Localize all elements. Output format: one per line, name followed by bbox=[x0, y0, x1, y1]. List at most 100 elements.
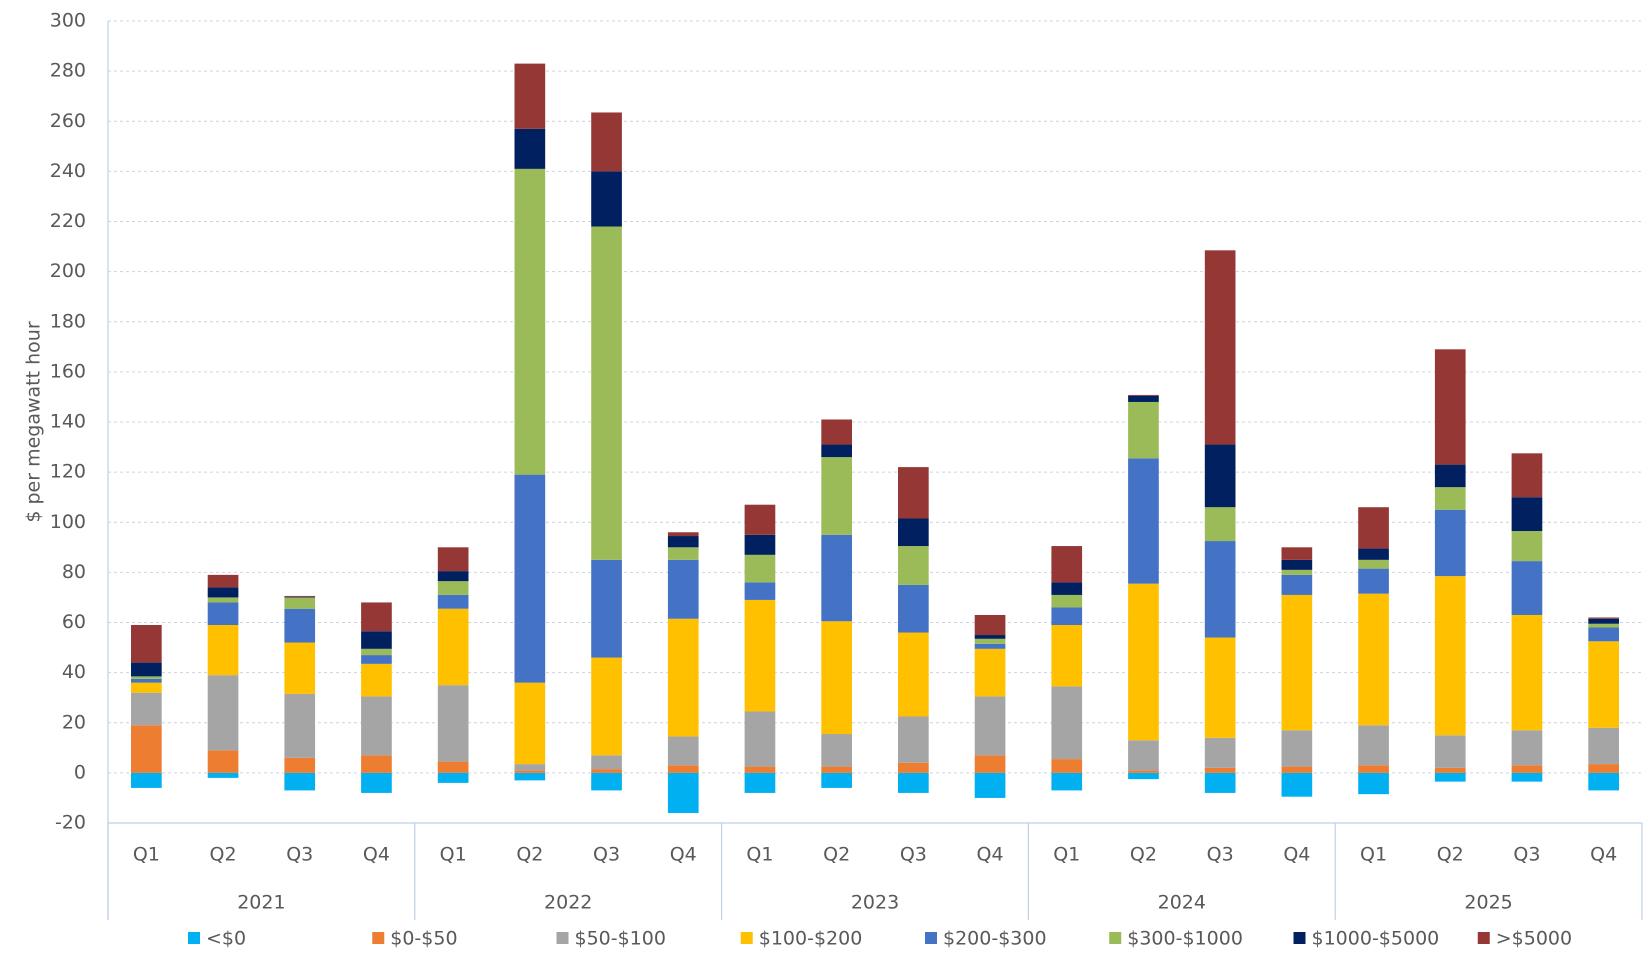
bar-segment bbox=[514, 474, 546, 683]
bar-segment bbox=[1128, 458, 1159, 584]
bar-segment bbox=[667, 532, 699, 537]
bar-segment bbox=[361, 772, 392, 793]
bar-segment bbox=[207, 602, 239, 626]
bar-segment bbox=[131, 692, 162, 726]
bar-segment bbox=[1281, 559, 1313, 570]
y-tick-label: 260 bbox=[50, 110, 86, 132]
y-tick-label: 100 bbox=[50, 511, 86, 533]
bar-segment bbox=[1051, 607, 1083, 626]
bar-segment bbox=[591, 755, 622, 770]
bar-segment bbox=[1204, 541, 1236, 638]
bar-segment bbox=[437, 685, 469, 762]
bar-segment bbox=[1358, 559, 1389, 569]
bar-segment bbox=[667, 736, 699, 766]
x-tick-label: Q2 bbox=[210, 844, 237, 866]
bar-segment bbox=[898, 518, 929, 547]
bar-segment bbox=[284, 608, 316, 643]
bar-segment bbox=[1204, 250, 1236, 445]
bar-segment bbox=[821, 766, 852, 773]
bar-segment bbox=[744, 766, 776, 773]
bar-segment bbox=[361, 602, 392, 632]
bar-segment bbox=[744, 534, 776, 555]
bar-segment bbox=[131, 678, 162, 683]
bar-segment bbox=[1511, 453, 1543, 498]
bar-segment bbox=[361, 648, 392, 656]
group-label: 2024 bbox=[1158, 892, 1206, 914]
legend-label: >$5000 bbox=[1496, 928, 1572, 950]
bar-segment bbox=[744, 599, 776, 712]
bar-segment bbox=[1588, 618, 1619, 624]
legend-label: $0-$50 bbox=[390, 928, 457, 950]
bar-segment bbox=[1511, 561, 1543, 615]
bar-segment bbox=[1128, 583, 1159, 741]
bar-segment bbox=[1588, 641, 1619, 728]
x-tick-label: Q2 bbox=[516, 844, 543, 866]
bar-segment bbox=[1511, 614, 1543, 731]
y-tick-label: 0 bbox=[74, 761, 86, 783]
legend-label: <$0 bbox=[206, 928, 246, 950]
legend-swatch bbox=[1293, 932, 1306, 944]
bar-segment bbox=[514, 128, 546, 169]
bar-segment bbox=[514, 772, 546, 781]
bar-segment bbox=[284, 642, 316, 694]
bar-segment bbox=[514, 682, 546, 765]
legend-label: $50-$100 bbox=[575, 928, 666, 950]
bar-segment bbox=[974, 696, 1006, 756]
bar-segment bbox=[207, 675, 239, 751]
bar-segment bbox=[207, 597, 239, 603]
group-label: 2023 bbox=[851, 892, 899, 914]
bar-segment bbox=[1434, 509, 1466, 577]
bar-segment bbox=[437, 571, 469, 582]
bar-segment bbox=[1588, 764, 1619, 773]
x-tick-label: Q3 bbox=[1513, 844, 1540, 866]
bar-segment bbox=[1434, 349, 1466, 465]
bar-segment bbox=[821, 772, 852, 788]
bar-segment bbox=[1434, 735, 1466, 768]
bar-segment bbox=[744, 711, 776, 767]
bar-segment bbox=[1128, 772, 1159, 780]
bar-segment bbox=[1358, 507, 1389, 549]
bar-segment bbox=[1128, 770, 1159, 773]
bar-segment bbox=[1358, 765, 1389, 773]
x-tick-label: Q1 bbox=[440, 844, 467, 866]
bar-segment bbox=[1204, 767, 1236, 773]
bar-segment bbox=[514, 770, 546, 773]
bar-segment bbox=[1281, 766, 1313, 773]
bar-segment bbox=[1281, 772, 1313, 797]
bar-segment bbox=[1051, 594, 1083, 608]
bar-segment bbox=[821, 419, 852, 445]
bar-segment bbox=[131, 682, 162, 693]
y-tick-label: 220 bbox=[50, 210, 86, 232]
bar-segment bbox=[821, 534, 852, 622]
bar-segment bbox=[744, 554, 776, 583]
bar-segment bbox=[1281, 569, 1313, 575]
x-tick-label: Q4 bbox=[363, 844, 390, 866]
bar-segment bbox=[437, 594, 469, 609]
bar-segment bbox=[284, 597, 316, 609]
bar-segment bbox=[591, 772, 622, 791]
bar-segment bbox=[1128, 395, 1159, 402]
bar-segment bbox=[898, 632, 929, 717]
bar-segment bbox=[284, 772, 316, 791]
legend-swatch bbox=[1477, 932, 1490, 944]
bar-segment bbox=[437, 608, 469, 686]
bar-segment bbox=[974, 638, 1006, 644]
group-label: 2022 bbox=[544, 892, 592, 914]
group-label: 2021 bbox=[237, 892, 285, 914]
y-tick-label: 180 bbox=[50, 310, 86, 332]
bar-segment bbox=[437, 581, 469, 595]
legend-label: $100-$200 bbox=[759, 928, 863, 950]
bar-segment bbox=[1434, 767, 1466, 773]
bar-segment bbox=[207, 625, 239, 676]
bar-segment bbox=[591, 112, 622, 172]
bar-segment bbox=[361, 696, 392, 756]
bar-segment bbox=[131, 625, 162, 663]
bar-segment bbox=[821, 734, 852, 767]
bar-segment bbox=[207, 574, 239, 588]
bar-segment bbox=[1358, 772, 1389, 795]
bar-segment bbox=[821, 457, 852, 535]
x-tick-label: Q4 bbox=[977, 844, 1004, 866]
bar-segment bbox=[898, 762, 929, 773]
bar-segment bbox=[437, 772, 469, 783]
bar-segment bbox=[207, 772, 239, 778]
